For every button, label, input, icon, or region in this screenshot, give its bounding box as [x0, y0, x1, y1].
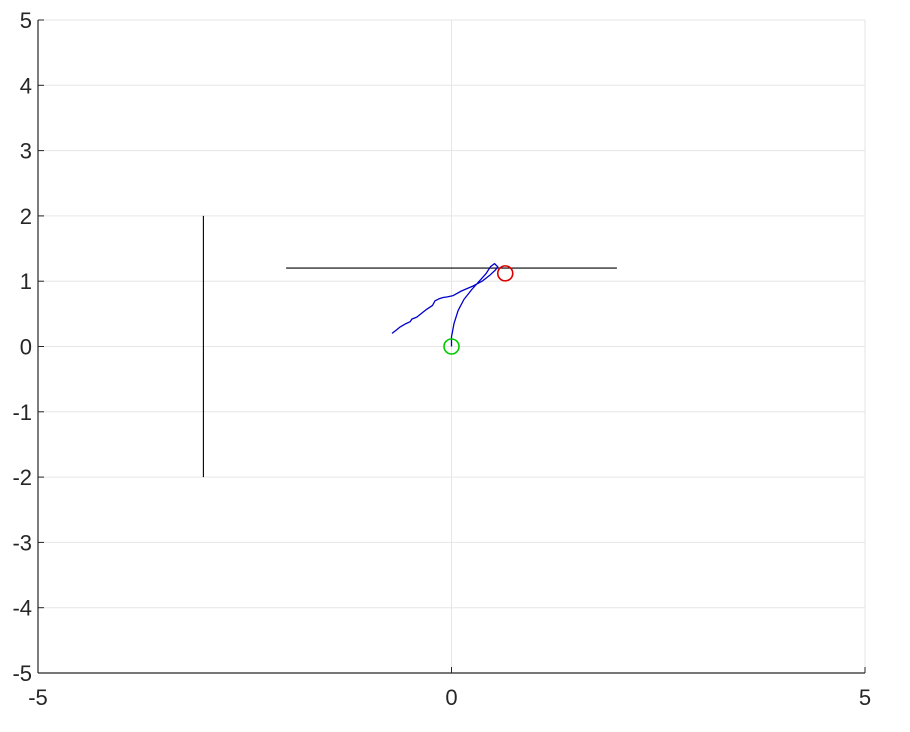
end-marker — [496, 265, 514, 282]
y-tick-label: 3 — [20, 139, 32, 164]
y-tick-label: -4 — [12, 596, 32, 621]
y-axis-ticks: 5 4 3 2 1 0 -1 -2 -3 -4 -5 — [12, 8, 44, 686]
y-tick-label: 1 — [20, 269, 32, 294]
y-tick-label: 4 — [20, 73, 32, 98]
y-tick-label: -2 — [12, 465, 32, 490]
marker-layer — [443, 265, 514, 355]
y-tick-label: 2 — [20, 204, 32, 229]
x-tick-label: 0 — [445, 685, 457, 710]
x-tick-label: 5 — [859, 685, 871, 710]
y-tick-label: -3 — [12, 530, 32, 555]
y-tick-label: 5 — [20, 8, 32, 33]
trajectory-line — [391, 262, 499, 347]
series-layer — [202, 215, 617, 478]
grid-layer — [37, 19, 866, 674]
x-tick-label: -5 — [28, 685, 48, 710]
y-tick-label: 0 — [20, 335, 32, 360]
start-marker — [443, 338, 460, 355]
y-tick-label: -5 — [12, 661, 32, 686]
x-axis-ticks: -5 0 5 — [28, 667, 871, 710]
y-tick-label: -1 — [12, 400, 32, 425]
